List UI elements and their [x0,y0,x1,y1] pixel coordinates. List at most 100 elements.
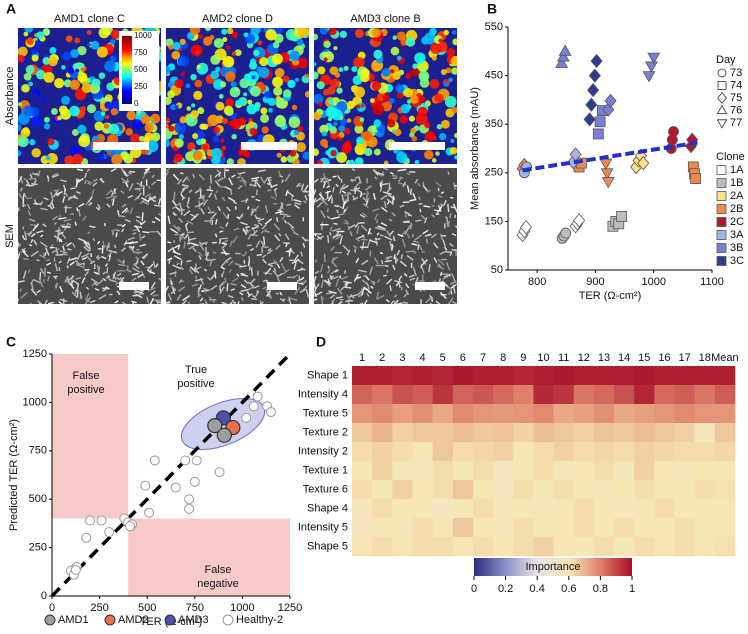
texture [186,106,192,111]
texture [281,179,284,183]
texture [282,75,290,83]
texture [386,278,393,285]
heatmap-cell [553,423,575,443]
texture [314,270,320,275]
heatmap-cell [472,442,494,462]
point [184,494,195,505]
texture [289,150,297,157]
texture [49,198,54,206]
point [252,391,263,402]
texture [181,186,188,190]
texture [225,98,235,107]
heatmap-cell [392,499,413,519]
texture [385,298,390,303]
texture [346,118,352,123]
texture [118,215,126,218]
texture [332,175,337,178]
x-tick-label: 0 [49,602,55,614]
annotation: negative [197,578,239,590]
texture [333,222,338,225]
texture [327,116,333,122]
texture [106,250,114,258]
heatmap-cell [493,442,514,462]
texture [177,245,180,250]
texture [424,149,434,160]
colorbar-tick-label: 0.6 [561,583,576,595]
texture [141,212,144,221]
texture [54,78,65,89]
texture [181,299,188,304]
texture [399,115,408,124]
heatmap-cell [654,480,675,500]
legend-label: AMD2 [118,614,149,626]
texture [212,135,219,143]
texture [81,252,90,258]
row-label: Shape 5 [307,540,348,552]
texture [229,240,233,247]
point [668,126,679,137]
legend-marker [104,614,116,626]
texture [350,178,357,182]
texture [353,86,366,98]
texture [361,68,370,78]
texture [225,256,232,262]
texture [321,296,325,300]
texture [194,275,198,280]
heatmap-cell [493,499,514,519]
point [70,564,81,575]
colorbar-tick-label: 0.2 [498,583,513,595]
point [207,418,223,434]
texture [433,257,438,263]
texture [180,266,185,271]
point [241,412,252,423]
texture [192,133,199,140]
texture [199,123,206,130]
texture [275,98,286,109]
heatmap-cell [553,461,575,481]
texture [180,232,186,240]
texture [451,300,457,304]
texture [237,301,240,304]
texture [98,72,106,80]
heatmap-cell [533,537,554,557]
texture [217,177,224,182]
texture [235,99,242,106]
texture [314,71,319,80]
texture [18,150,22,157]
texture [198,174,205,181]
column-label: 3 [399,352,405,364]
texture [250,303,253,304]
colorbar [474,558,632,576]
texture [88,244,91,252]
texture [374,176,378,180]
texture [243,279,249,284]
texture [28,218,36,222]
texture [335,183,339,188]
texture [18,243,22,249]
legend-marker [222,614,234,626]
texture [167,90,176,99]
texture [147,185,151,190]
texture [425,296,432,304]
heatmap-cell [593,518,615,538]
texture [371,28,382,38]
texture [362,203,369,209]
texture [267,247,272,252]
legend-label: 3A [730,229,744,241]
texture [166,300,171,304]
texture [92,178,98,182]
y-tick-label: 750 [29,445,47,457]
heatmap-cell [533,518,554,538]
texture [294,77,300,82]
row-label: Intensity 4 [298,388,348,400]
texture [39,268,45,275]
texture [259,57,269,67]
texture [381,206,388,213]
texture [314,298,318,301]
column-label: 15 [638,352,650,364]
heatmap-cell [432,461,454,481]
texture [151,220,156,224]
texture [91,78,101,88]
texture [230,282,237,286]
texture [91,189,95,197]
